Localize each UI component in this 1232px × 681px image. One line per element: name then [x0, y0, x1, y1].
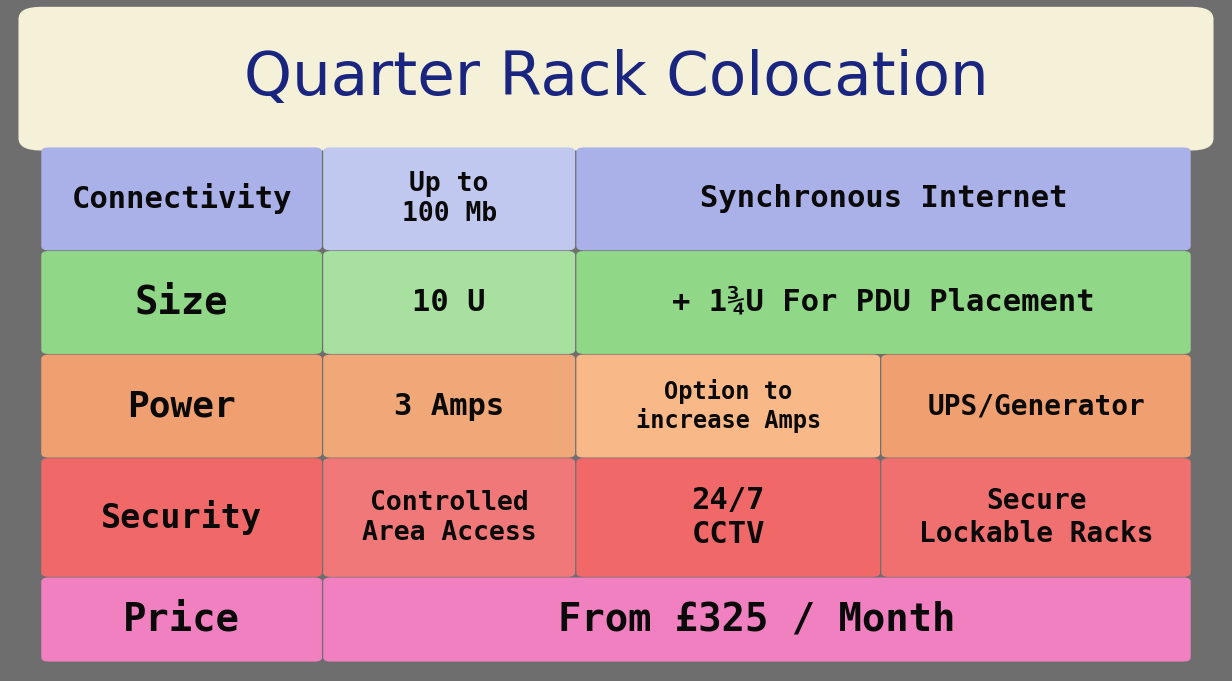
FancyBboxPatch shape	[577, 148, 1191, 251]
Text: Controlled
Area Access: Controlled Area Access	[362, 490, 536, 545]
FancyBboxPatch shape	[577, 458, 880, 577]
Text: + 1¾U For PDU Placement: + 1¾U For PDU Placement	[673, 288, 1095, 317]
Text: From £325 / Month: From £325 / Month	[558, 601, 956, 639]
Text: Connectivity: Connectivity	[71, 183, 292, 215]
FancyBboxPatch shape	[323, 458, 575, 577]
Text: Option to
increase Amps: Option to increase Amps	[636, 379, 821, 433]
Text: Synchronous Internet: Synchronous Internet	[700, 185, 1067, 213]
Text: Security: Security	[101, 500, 262, 535]
Text: Secure
Lockable Racks: Secure Lockable Racks	[919, 488, 1153, 548]
Text: 10 U: 10 U	[413, 288, 485, 317]
FancyBboxPatch shape	[577, 355, 880, 458]
Text: Price: Price	[123, 601, 240, 639]
FancyBboxPatch shape	[42, 251, 322, 354]
FancyBboxPatch shape	[323, 148, 575, 251]
FancyBboxPatch shape	[881, 458, 1190, 577]
FancyBboxPatch shape	[323, 251, 575, 354]
FancyBboxPatch shape	[42, 148, 322, 251]
FancyBboxPatch shape	[323, 355, 575, 458]
FancyBboxPatch shape	[42, 577, 322, 661]
Text: Size: Size	[134, 283, 228, 321]
FancyBboxPatch shape	[42, 458, 322, 577]
Text: Power: Power	[127, 389, 237, 423]
Text: Quarter Rack Colocation: Quarter Rack Colocation	[244, 49, 988, 108]
Text: Up to
100 Mb: Up to 100 Mb	[402, 171, 496, 227]
Text: 3 Amps: 3 Amps	[394, 392, 504, 421]
FancyBboxPatch shape	[881, 355, 1190, 458]
FancyBboxPatch shape	[323, 577, 1190, 661]
Text: 24/7
CCTV: 24/7 CCTV	[691, 486, 765, 549]
FancyBboxPatch shape	[42, 355, 322, 458]
FancyBboxPatch shape	[577, 251, 1191, 354]
FancyBboxPatch shape	[18, 7, 1214, 151]
Text: UPS/Generator: UPS/Generator	[928, 392, 1145, 420]
